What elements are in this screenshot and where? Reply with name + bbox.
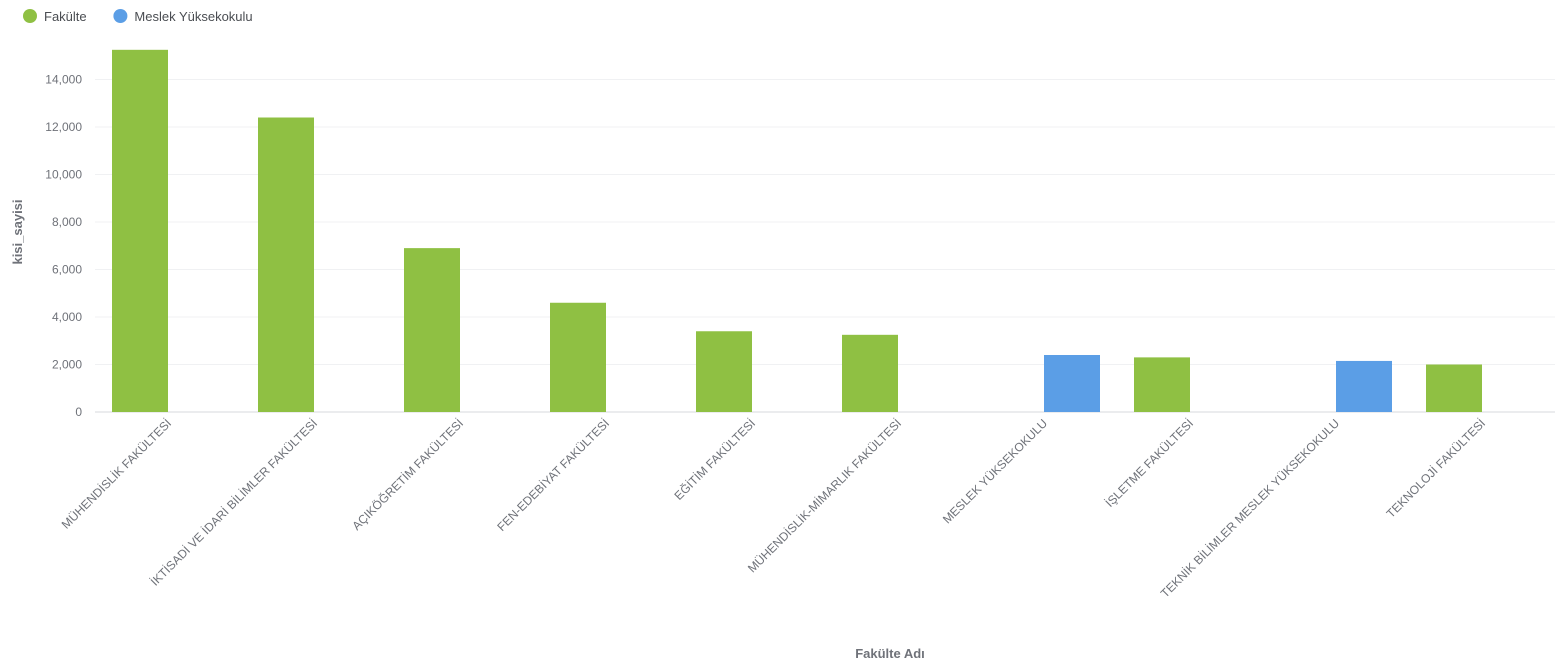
y-tick-label: 0: [75, 405, 82, 419]
bar-7-0[interactable]: [1134, 357, 1190, 412]
x-tick-label: MÜHENDİSLİK-MİMARLIK FAKÜLTESİ: [745, 416, 904, 575]
y-tick-label: 6,000: [52, 263, 82, 277]
gridlines: [95, 79, 1555, 413]
y-tick-label: 8,000: [52, 215, 82, 229]
bar-1-0[interactable]: [258, 117, 314, 413]
x-axis-title: Fakülte Adı: [855, 646, 925, 661]
x-tick-label: EĞİTİM FAKÜLTESİ: [671, 416, 758, 503]
x-tick-label: AÇIKÖĞRETİM FAKÜLTESİ: [349, 416, 466, 533]
x-tick-label: İKTİSADİ VE İDARİ BİLİMLER FAKÜLTESİ: [148, 416, 320, 588]
bar-2-0[interactable]: [404, 248, 460, 412]
bar-3-0[interactable]: [550, 302, 606, 412]
legend-marker-0[interactable]: [23, 9, 37, 23]
x-tick-label: TEKNOLOJİ FAKÜLTESİ: [1384, 416, 1489, 521]
y-axis-title: kisi_sayisi: [10, 199, 25, 264]
legend-label-1[interactable]: Meslek Yüksekokulu: [134, 9, 252, 24]
x-tick-label: MESLEK YÜKSEKOKULU: [940, 416, 1050, 526]
x-tick-label: İŞLETME FAKÜLTESİ: [1102, 416, 1196, 510]
y-tick-label: 10,000: [45, 168, 82, 182]
y-tick-label: 12,000: [45, 120, 82, 134]
bar-8-1[interactable]: [1336, 360, 1392, 412]
legend-marker-1[interactable]: [113, 9, 128, 23]
x-tick-label: TEKNİK BİLİMLER MESLEK YÜKSEKOKULU: [1158, 416, 1342, 600]
bars: [112, 49, 1482, 413]
y-tick-label: 14,000: [45, 73, 82, 87]
bar-5-0[interactable]: [842, 334, 898, 412]
bar-6-1[interactable]: [1044, 355, 1100, 412]
x-tick-label: FEN-EDEBİYAT FAKÜLTESİ: [494, 416, 612, 534]
legend-label-0[interactable]: Fakülte: [44, 9, 87, 24]
bar-4-0[interactable]: [696, 331, 752, 412]
bar-9-0[interactable]: [1426, 364, 1482, 413]
legend: Fakülte Meslek Yüksekokulu: [23, 9, 253, 24]
y-tick-label: 4,000: [52, 310, 82, 324]
x-tick-label: MÜHENDİSLİK FAKÜLTESİ: [59, 416, 174, 531]
bar-0-0[interactable]: [112, 49, 168, 412]
y-axis: 0 2,000 4,000 6,000 8,000 10,000 12,000 14,000: [45, 73, 82, 420]
y-tick-label: 2,000: [52, 358, 82, 372]
